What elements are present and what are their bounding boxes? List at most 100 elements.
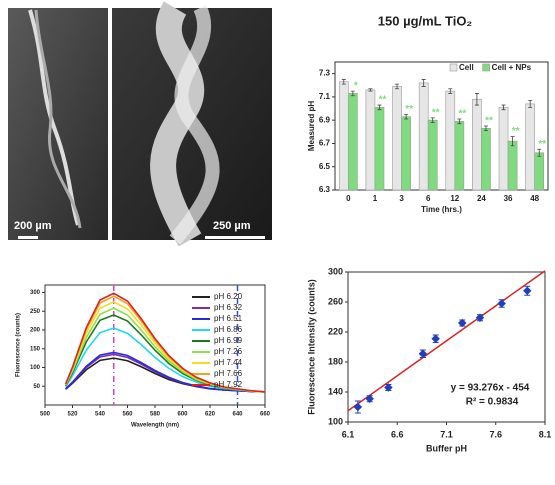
spectrum-line [65,351,266,393]
y-tick-label: 200 [30,328,41,334]
bar [427,119,438,191]
y-tick-label: 150 [30,346,41,352]
y-tick-label: 50 [33,384,40,390]
legend-label: Cell [459,63,474,72]
y-tick-label: 250 [30,309,41,315]
legend-label: pH 6.32 [214,303,243,312]
legend-swatch [482,63,490,72]
error-bar [457,118,462,125]
y-tick-label: 140 [328,386,343,396]
error-bar [501,104,506,111]
x-tick-label: 6 [426,194,431,203]
legend-label: pH 7.92 [214,380,243,389]
x-tick-label: 540 [95,412,106,418]
significance: ** [485,116,493,127]
bar [365,89,376,191]
y-tick-label: 300 [30,290,41,296]
y-tick-label: 7.3 [319,69,331,78]
x-tick-label: 580 [150,412,161,418]
fiber [169,4,220,245]
x-tick-label: 7.1 [440,429,453,439]
point [431,334,440,343]
y-tick-label: 100 [30,365,41,371]
error-bar [421,79,426,87]
x-tick-label: 24 [477,194,486,203]
point [458,318,467,328]
legend-label: pH 7.26 [214,347,243,356]
bar [401,116,411,191]
point [418,349,428,358]
bar [525,103,535,191]
legend-label: pH 7.44 [214,358,243,367]
error-bar [395,83,400,90]
error-bar [350,90,355,97]
x-tick-label: 640 [232,412,243,418]
x-axis-label: Time (hrs.) [421,205,462,214]
error-bar [448,88,453,94]
point [384,383,393,392]
y-tick-label: 260 [328,296,343,306]
x-tick-label: 6.1 [342,429,355,439]
x-tick-label: 6.6 [391,429,404,439]
x-tick-label: 36 [504,194,513,203]
error-bar [368,88,373,92]
significance: ** [432,107,440,118]
y-axis-label: Fluorescence (counts) [16,313,22,377]
plot-frame [334,61,549,191]
error-bar [510,136,515,147]
bar [374,107,385,191]
significance: ** [538,139,546,150]
legend-label: pH 7.66 [214,369,243,378]
x-tick-label: 1 [373,194,378,203]
point [475,313,485,322]
error-bar [483,125,488,132]
error-bar [404,113,409,120]
scale-bar [18,236,38,239]
y-tick-label: 100 [328,416,343,426]
x-tick-label: 0 [346,194,351,203]
point [365,394,374,403]
y-tick-label: 220 [328,326,343,336]
scale-bar [205,236,265,239]
y-axis-label: Fluorescence Intensity (counts) [306,279,316,415]
bar [507,140,518,191]
point [353,402,363,412]
bar [338,81,349,191]
point [523,286,532,295]
y-tick-label: 7.1 [319,92,331,101]
micrograph [8,8,108,240]
bar [472,98,482,191]
bar [454,121,465,191]
x-tick-label: 560 [122,412,133,418]
legend-label: pH 6.86 [214,325,243,334]
significance: ** [458,109,466,120]
bar [498,107,509,191]
x-tick-label: 600 [177,412,188,418]
bar [445,90,456,191]
x-tick-label: 8.1 [539,429,552,439]
legend-label: pH 6.20 [214,292,243,301]
legend-label: pH 6.99 [214,336,243,345]
fiber [34,9,82,229]
y-tick-label: 6.3 [319,185,331,194]
bar [348,93,358,191]
error-bar [537,148,542,157]
error-bar [528,100,533,108]
bar [392,86,402,191]
error-bar [341,79,346,85]
significance: ** [512,126,520,137]
x-tick-label: 660 [260,412,271,418]
y-tick-label: 6.7 [319,139,331,148]
significance: * [354,81,358,92]
x-tick-label: 12 [450,194,459,203]
scale-label: 200 µm [14,220,52,232]
point [497,299,506,308]
x-axis-label: Wavelength (nm) [131,423,179,429]
x-tick-label: 500 [40,412,51,418]
y-tick-label: 6.5 [319,162,331,171]
error-bar [377,104,382,111]
x-tick-label: 3 [399,194,404,203]
significance: ** [379,95,387,106]
